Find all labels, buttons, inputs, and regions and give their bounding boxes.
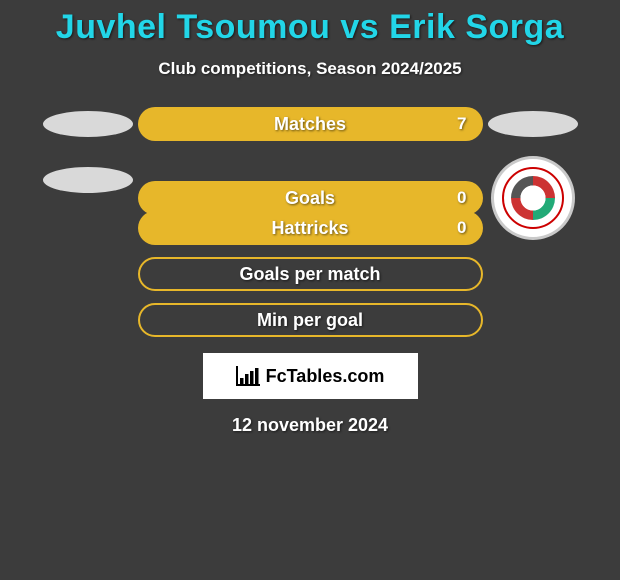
bar-gpm: Goals per match	[138, 257, 483, 291]
bar-gpm-wrap: Goals per match	[138, 257, 483, 291]
bar-goals: Goals 0	[138, 181, 483, 215]
left-club-placeholder	[43, 167, 133, 193]
bar-mpg-label: Min per goal	[257, 310, 363, 331]
brand-text: FcTables.com	[266, 366, 385, 387]
bar-chart-icon	[236, 366, 260, 386]
bar-matches-label: Matches	[274, 114, 346, 135]
page-subtitle: Club competitions, Season 2024/2025	[0, 59, 620, 79]
bar-mpg-wrap: Min per goal	[138, 303, 483, 337]
infographic-container: Juvhel Tsoumou vs Erik Sorga Club compet…	[0, 0, 620, 436]
bar-goals-wrap: Goals 0	[138, 181, 483, 215]
left-player-photo-placeholder	[43, 111, 133, 137]
bar-gpm-label: Goals per match	[239, 264, 380, 285]
stats-rows: Matches 7 Goals 0	[0, 107, 620, 337]
bar-mpg: Min per goal	[138, 303, 483, 337]
bar-hattricks-label: Hattricks	[271, 218, 348, 239]
bar-hattricks: Hattricks 0	[138, 211, 483, 245]
left-spacer-4	[38, 257, 138, 291]
left-spacer-3	[38, 211, 138, 245]
row-hattricks: Hattricks 0	[0, 211, 620, 245]
footer-date: 12 november 2024	[0, 415, 620, 436]
page-title: Juvhel Tsoumou vs Erik Sorga	[0, 8, 620, 47]
right-player-photo-slot	[483, 107, 583, 141]
brand-box: FcTables.com	[203, 353, 418, 399]
left-spacer-5	[38, 303, 138, 337]
bar-matches: Matches 7	[138, 107, 483, 141]
row-gpm: Goals per match	[0, 257, 620, 291]
bar-matches-wrap: Matches 7	[138, 107, 483, 141]
right-spacer-3	[483, 211, 583, 245]
row-mpg: Min per goal	[0, 303, 620, 337]
bar-goals-label: Goals	[285, 188, 335, 209]
bar-hattricks-value: 0	[457, 218, 466, 238]
bar-goals-value: 0	[457, 188, 466, 208]
bar-matches-value: 7	[457, 114, 466, 134]
right-spacer-5	[483, 303, 583, 337]
right-spacer-4	[483, 257, 583, 291]
row-matches: Matches 7	[0, 107, 620, 141]
bar-hattricks-wrap: Hattricks 0	[138, 211, 483, 245]
right-player-photo-placeholder	[488, 111, 578, 137]
left-player-photo-slot	[38, 107, 138, 141]
